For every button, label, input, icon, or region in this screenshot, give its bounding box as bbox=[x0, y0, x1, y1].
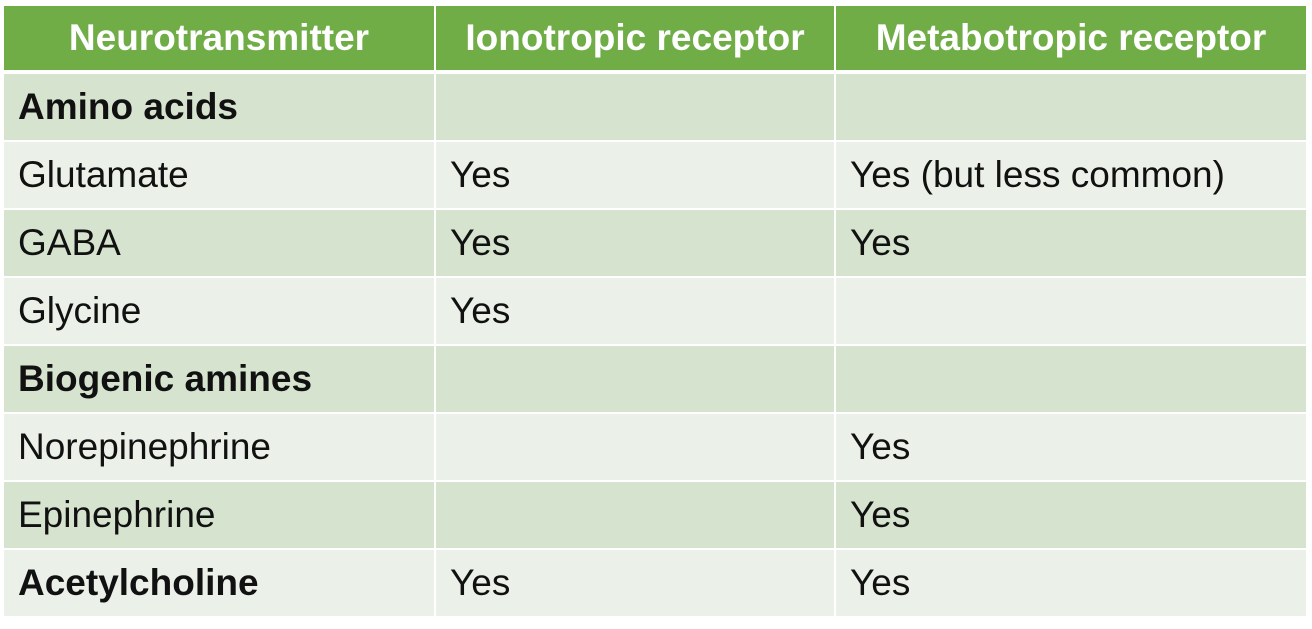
cell-ionotropic: Yes bbox=[436, 210, 836, 278]
cell-neurotransmitter: Biogenic amines bbox=[4, 346, 436, 414]
table-row: Epinephrine Yes bbox=[4, 482, 1306, 550]
cell-neurotransmitter: Amino acids bbox=[4, 74, 436, 142]
cell-neurotransmitter: Norepinephrine bbox=[4, 414, 436, 482]
cell-metabotropic bbox=[836, 346, 1306, 414]
cell-neurotransmitter: Epinephrine bbox=[4, 482, 436, 550]
header-row: Neurotransmitter Ionotropic receptor Met… bbox=[4, 6, 1306, 74]
table-header: Neurotransmitter Ionotropic receptor Met… bbox=[4, 6, 1306, 74]
cell-metabotropic bbox=[836, 74, 1306, 142]
cell-ionotropic: Yes bbox=[436, 278, 836, 346]
cell-metabotropic: Yes bbox=[836, 550, 1306, 618]
table-row: Norepinephrine Yes bbox=[4, 414, 1306, 482]
table-row: GABA Yes Yes bbox=[4, 210, 1306, 278]
cell-metabotropic: Yes bbox=[836, 414, 1306, 482]
cell-neurotransmitter: GABA bbox=[4, 210, 436, 278]
cell-neurotransmitter: Acetylcholine bbox=[4, 550, 436, 618]
cell-ionotropic bbox=[436, 482, 836, 550]
cell-neurotransmitter: Glycine bbox=[4, 278, 436, 346]
cell-metabotropic: Yes bbox=[836, 482, 1306, 550]
cell-metabotropic bbox=[836, 278, 1306, 346]
cell-ionotropic bbox=[436, 414, 836, 482]
table-row: Glycine Yes bbox=[4, 278, 1306, 346]
header-neurotransmitter: Neurotransmitter bbox=[4, 6, 436, 74]
header-ionotropic-receptor: Ionotropic receptor bbox=[436, 6, 836, 74]
table-row: Acetylcholine Yes Yes bbox=[4, 550, 1306, 618]
cell-ionotropic: Yes bbox=[436, 142, 836, 210]
cell-ionotropic bbox=[436, 346, 836, 414]
header-metabotropic-receptor: Metabotropic receptor bbox=[836, 6, 1306, 74]
cell-ionotropic bbox=[436, 74, 836, 142]
cell-metabotropic: Yes bbox=[836, 210, 1306, 278]
table-body: Amino acids Glutamate Yes Yes (but less … bbox=[4, 74, 1306, 618]
cell-ionotropic: Yes bbox=[436, 550, 836, 618]
cell-neurotransmitter: Glutamate bbox=[4, 142, 436, 210]
neurotransmitter-receptor-table: Neurotransmitter Ionotropic receptor Met… bbox=[4, 6, 1306, 618]
table-row: Amino acids bbox=[4, 74, 1306, 142]
table-row: Glutamate Yes Yes (but less common) bbox=[4, 142, 1306, 210]
table-row: Biogenic amines bbox=[4, 346, 1306, 414]
cell-metabotropic: Yes (but less common) bbox=[836, 142, 1306, 210]
